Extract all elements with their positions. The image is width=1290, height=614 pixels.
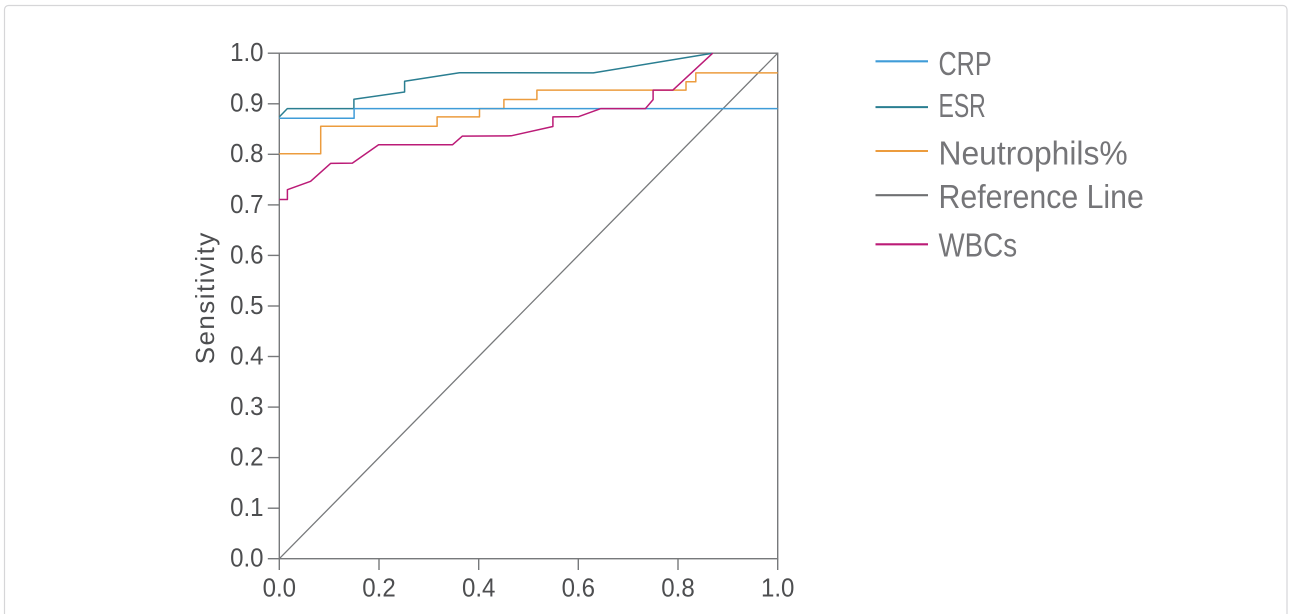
svg-text:0.2: 0.2 — [230, 443, 263, 472]
svg-text:Sensitivity: Sensitivity — [190, 231, 220, 364]
svg-text:0.6: 0.6 — [230, 240, 263, 269]
svg-text:0.6: 0.6 — [562, 574, 595, 603]
svg-text:0.3: 0.3 — [230, 392, 263, 421]
svg-text:WBCs: WBCs — [939, 226, 1018, 264]
svg-text:0.0: 0.0 — [230, 544, 263, 573]
svg-text:0.8: 0.8 — [230, 139, 263, 168]
svg-text:0.0: 0.0 — [263, 574, 296, 603]
svg-text:Neutrophils%: Neutrophils% — [939, 134, 1128, 172]
svg-text:CRP: CRP — [939, 46, 992, 83]
svg-text:1.0: 1.0 — [761, 574, 794, 603]
svg-text:0.2: 0.2 — [362, 574, 395, 603]
svg-text:0.5: 0.5 — [230, 291, 263, 320]
svg-text:1.0: 1.0 — [230, 38, 263, 67]
svg-text:0.4: 0.4 — [230, 342, 263, 371]
svg-text:ESR: ESR — [939, 88, 986, 125]
svg-text:0.1: 0.1 — [230, 493, 263, 522]
svg-text:0.8: 0.8 — [661, 574, 694, 603]
svg-text:0.4: 0.4 — [462, 574, 495, 603]
svg-text:0.7: 0.7 — [230, 190, 263, 219]
svg-text:Reference Line: Reference Line — [939, 177, 1144, 215]
svg-text:0.9: 0.9 — [230, 89, 263, 118]
